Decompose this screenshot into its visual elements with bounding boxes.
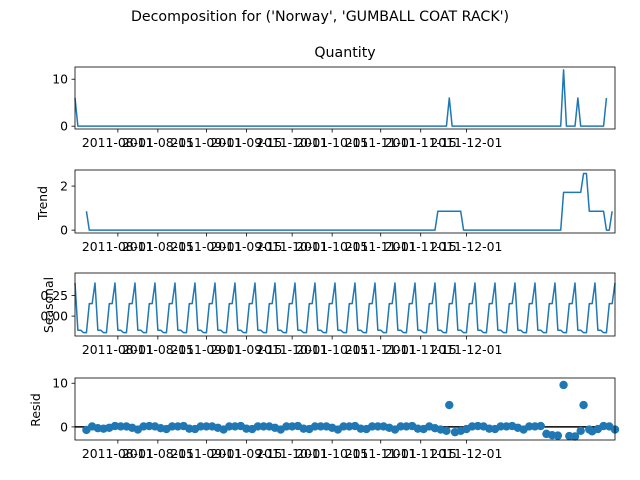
observed-panel-title: Quantity (314, 45, 375, 61)
observed-x-tick-label: 2011-11-15 (385, 135, 457, 150)
trend-series-line (85, 172, 613, 231)
seasonal-axes: 0.000.252011-08-012011-08-152011-09-0120… (40, 272, 616, 357)
resid-x-tick-label: 2011-10-15 (296, 446, 368, 461)
resid-axis-label: Resid (28, 393, 43, 426)
observed-panel: Quantity 0102011-08-012011-08-152011-09-… (52, 45, 616, 150)
seasonal-x-tick-label: 2011-11-01 (345, 342, 417, 357)
seasonal-y-tick-label: 0.00 (40, 309, 68, 324)
resid-x-tick-label: 2011-09-01 (170, 446, 242, 461)
trend-axes-frame (74, 169, 616, 234)
seasonal-x-tick-label: 2011-10-15 (296, 342, 368, 357)
trend-x-tick-label: 2011-12-01 (430, 239, 502, 254)
resid-point (576, 426, 585, 436)
seasonal-x-tick-label: 2011-09-15 (210, 342, 282, 357)
observed-x-tick-label: 2011-09-01 (170, 135, 242, 150)
figure-title: Decomposition for ('Norway', 'GUMBALL CO… (131, 9, 509, 25)
seasonal-y-tick-label: 0.25 (40, 288, 68, 303)
observed-y-tick-label: 10 (52, 72, 68, 87)
seasonal-x-tick-label: 2011-08-01 (82, 342, 154, 357)
resid-x-tick-label: 2011-10-01 (256, 446, 328, 461)
observed-x-tick-label: 2011-08-01 (82, 135, 154, 150)
resid-x-tick-label: 2011-08-01 (82, 446, 154, 461)
seasonal-x-tick-label: 2011-11-15 (385, 342, 457, 357)
resid-x-tick-label: 2011-08-15 (122, 446, 194, 461)
seasonal-x-tick-label: 2011-12-01 (430, 342, 502, 357)
observed-x-tick-label: 2011-12-01 (430, 135, 502, 150)
resid-point (536, 421, 545, 431)
trend-x-tick-label: 2011-10-15 (296, 239, 368, 254)
resid-x-tick-label: 2011-09-15 (210, 446, 282, 461)
resid-y-tick-label: 10 (52, 376, 68, 391)
resid-y-tick-label: 0 (60, 419, 68, 434)
seasonal-axes-frame (74, 272, 616, 337)
resid-x-tick-label: 2011-11-15 (385, 446, 457, 461)
seasonal-x-tick-label: 2011-10-01 (256, 342, 328, 357)
resid-axes-frame (74, 377, 616, 441)
trend-axes: 0 2 2011-08-012011-08-152011-09-012011-09-… (60, 169, 616, 254)
trend-x-tick-label: 2011-11-15 (385, 239, 457, 254)
seasonal-series-line (74, 282, 616, 334)
trend-x-tick-label: 2011-10-01 (256, 239, 328, 254)
seasonal-x-tick-label: 2011-09-01 (170, 342, 242, 357)
observed-x-tick-label: 2011-10-15 (296, 135, 368, 150)
resid-panel: Resid 0102011-08-012011-08-152011-09-012… (28, 376, 620, 461)
resid-point (579, 400, 588, 410)
trend-x-tick-label: 2011-11-01 (345, 239, 417, 254)
resid-point (559, 380, 568, 390)
trend-x-tick-label: 2011-08-01 (82, 239, 154, 254)
observed-x-tick-label: 2011-09-15 (210, 135, 282, 150)
observed-series-line (74, 69, 608, 127)
trend-y-tick-label: 2 (60, 179, 68, 194)
observed-x-tick-label: 2011-08-15 (122, 135, 194, 150)
resid-point (570, 432, 580, 441)
resid-x-tick-label: 2011-11-01 (345, 446, 417, 461)
observed-y-tick-label: 0 (60, 119, 68, 134)
trend-y-tick-label: 0 (60, 223, 68, 238)
resid-point (553, 431, 563, 440)
resid-axes: 0 10 2011-08-012011-08-152011-09-012011-09… (52, 376, 620, 461)
resid-point (442, 426, 451, 436)
observed-x-tick-label: 2011-10-01 (256, 135, 328, 150)
seasonal-axis-label: Seasonal (41, 277, 56, 333)
observed-axes-frame (74, 66, 616, 130)
observed-axes: 0 10 2011-08-012011-08-152011-09-012011-09… (52, 66, 616, 150)
observed-x-tick-label: 2011-11-01 (345, 135, 417, 150)
resid-x-tick-label: 2011-12-01 (430, 446, 502, 461)
trend-x-tick-label: 2011-09-01 (170, 239, 242, 254)
seasonal-panel: Seasonal 0.000.252011-08-012011-08-15201… (40, 272, 616, 357)
trend-panel: Trend 022011-08-012011-08-152011-09-0120… (35, 169, 616, 254)
seasonal-x-tick-label: 2011-08-15 (122, 342, 194, 357)
resid-point (445, 400, 454, 410)
trend-x-tick-label: 2011-09-15 (210, 239, 282, 254)
trend-axis-label: Trend (35, 186, 50, 221)
trend-x-tick-label: 2011-08-15 (122, 239, 194, 254)
